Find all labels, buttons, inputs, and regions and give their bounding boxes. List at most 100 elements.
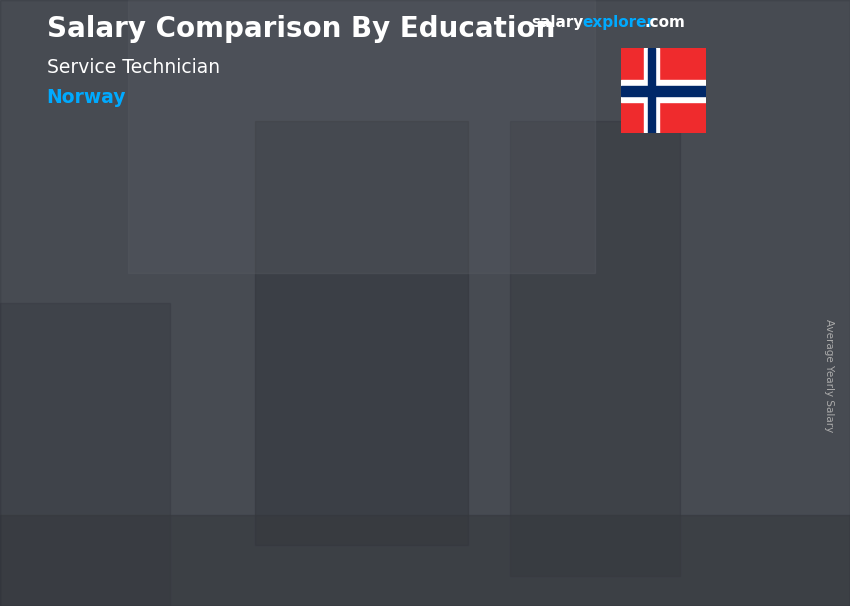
Bar bbox=[119, 486, 212, 487]
Bar bbox=[567, 269, 661, 273]
Bar bbox=[567, 527, 661, 530]
Text: 358,000 NOK: 358,000 NOK bbox=[351, 349, 442, 363]
Bar bbox=[567, 398, 661, 401]
Bar bbox=[567, 438, 661, 442]
Text: Salary Comparison By Education: Salary Comparison By Education bbox=[47, 15, 555, 43]
Bar bbox=[567, 327, 661, 330]
Bar bbox=[119, 456, 212, 458]
Bar bbox=[255, 121, 468, 545]
Bar bbox=[119, 508, 212, 509]
Bar bbox=[343, 479, 437, 481]
Bar bbox=[343, 436, 437, 439]
Bar bbox=[567, 388, 661, 391]
Bar bbox=[343, 461, 437, 463]
Text: Bachelor's
Degree: Bachelor's Degree bbox=[575, 558, 652, 590]
Bar bbox=[119, 433, 212, 435]
Bar bbox=[119, 519, 212, 521]
Bar bbox=[119, 514, 212, 515]
Bar bbox=[343, 491, 437, 493]
Bar bbox=[567, 290, 661, 293]
Bar bbox=[567, 486, 661, 489]
Bar bbox=[119, 478, 212, 479]
Bar bbox=[567, 316, 661, 320]
Bar bbox=[119, 471, 212, 473]
Bar bbox=[119, 465, 212, 467]
Bar bbox=[343, 515, 437, 517]
Bar bbox=[567, 279, 661, 283]
Bar bbox=[567, 428, 661, 431]
Bar bbox=[119, 460, 212, 461]
Bar bbox=[567, 452, 661, 456]
Bar bbox=[343, 527, 437, 529]
Bar bbox=[119, 525, 212, 527]
Bar bbox=[343, 517, 437, 519]
Bar bbox=[343, 410, 437, 412]
Bar bbox=[567, 465, 661, 469]
Bar bbox=[567, 310, 661, 313]
Bar bbox=[119, 451, 212, 452]
Bar bbox=[343, 380, 437, 382]
Bar bbox=[567, 395, 661, 398]
Bar bbox=[343, 505, 437, 507]
Bar bbox=[343, 424, 437, 427]
Bar bbox=[119, 450, 212, 451]
Bar bbox=[119, 477, 212, 478]
Text: explorer: explorer bbox=[582, 15, 654, 30]
Bar bbox=[119, 432, 212, 433]
Bar bbox=[119, 531, 212, 532]
Bar bbox=[119, 505, 212, 506]
Bar bbox=[119, 500, 212, 501]
Bar bbox=[567, 530, 661, 533]
Bar bbox=[343, 398, 437, 400]
Bar bbox=[119, 441, 212, 442]
Bar bbox=[343, 525, 437, 527]
Bar bbox=[119, 476, 212, 477]
Bar bbox=[0, 303, 170, 606]
Bar bbox=[119, 452, 212, 454]
Bar bbox=[567, 472, 661, 476]
Bar bbox=[567, 448, 661, 452]
Text: Certificate or
Diploma: Certificate or Diploma bbox=[342, 558, 438, 590]
Bar bbox=[119, 459, 212, 460]
Bar bbox=[343, 422, 437, 424]
Bar bbox=[343, 374, 437, 376]
Bar bbox=[567, 425, 661, 428]
Bar bbox=[567, 276, 661, 279]
Bar bbox=[567, 415, 661, 418]
Bar bbox=[343, 493, 437, 495]
Bar bbox=[343, 453, 437, 454]
Bar bbox=[343, 519, 437, 521]
Bar bbox=[567, 496, 661, 499]
Bar bbox=[567, 296, 661, 300]
Bar bbox=[119, 482, 212, 483]
Bar bbox=[343, 495, 437, 497]
Bar bbox=[119, 513, 212, 514]
Text: +68%: +68% bbox=[436, 201, 512, 225]
Bar bbox=[567, 374, 661, 378]
Bar bbox=[119, 483, 212, 484]
Bar bbox=[567, 520, 661, 523]
Bar bbox=[567, 513, 661, 516]
Bar bbox=[343, 489, 437, 491]
Bar bbox=[119, 448, 212, 450]
Bar bbox=[567, 431, 661, 435]
Bar bbox=[343, 435, 437, 436]
Bar bbox=[567, 320, 661, 324]
Bar bbox=[343, 428, 437, 430]
Bar bbox=[567, 364, 661, 367]
Bar bbox=[119, 454, 212, 455]
Bar bbox=[343, 487, 437, 489]
Bar bbox=[119, 430, 212, 432]
Bar bbox=[119, 491, 212, 492]
Bar bbox=[567, 266, 661, 269]
Bar bbox=[343, 430, 437, 433]
Bar bbox=[567, 445, 661, 448]
Bar bbox=[119, 515, 212, 516]
Bar bbox=[567, 435, 661, 439]
Bar bbox=[343, 418, 437, 421]
Bar bbox=[343, 408, 437, 410]
Bar bbox=[567, 479, 661, 482]
Bar bbox=[343, 459, 437, 461]
Bar bbox=[567, 286, 661, 290]
Bar bbox=[343, 406, 437, 408]
